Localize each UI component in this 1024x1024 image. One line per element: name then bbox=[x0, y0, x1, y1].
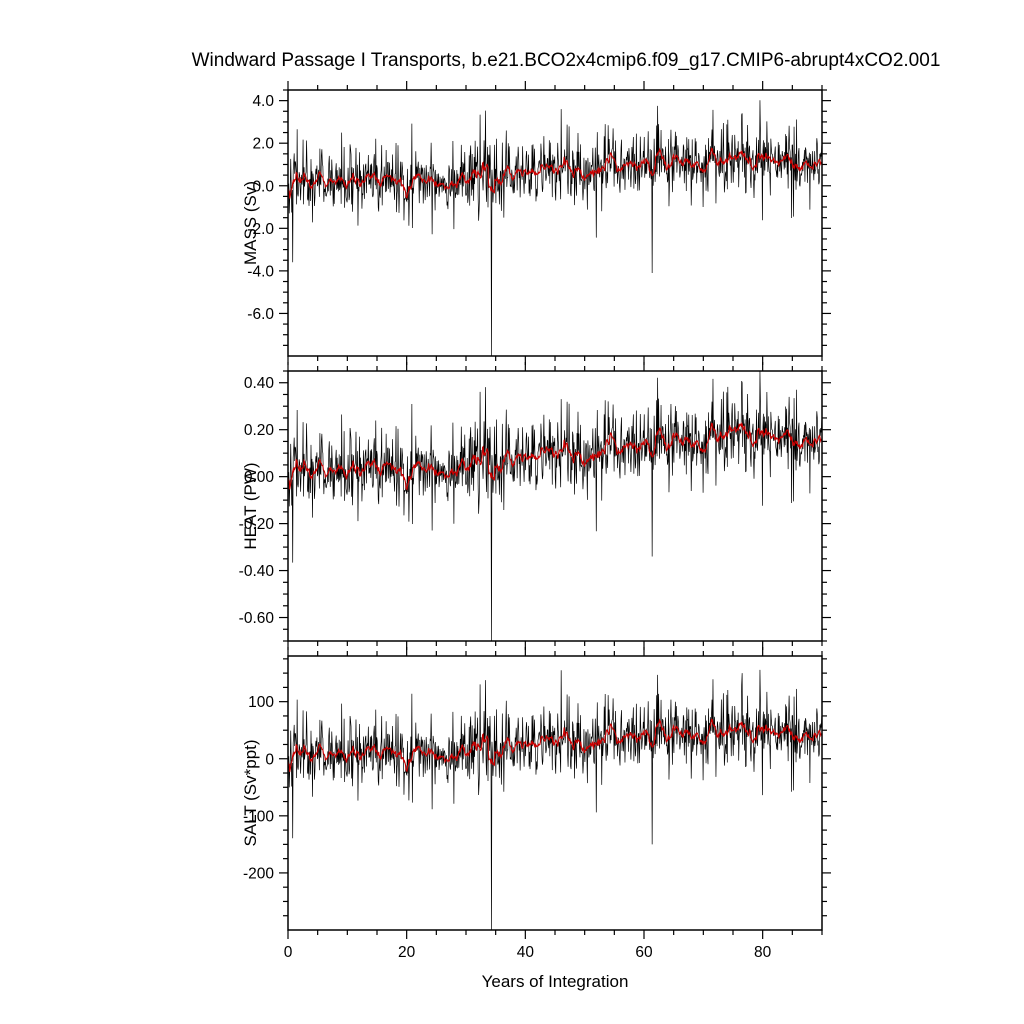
x-tick-label: 80 bbox=[754, 944, 772, 961]
x-tick-label: 40 bbox=[517, 944, 535, 961]
y-tick-label: 0.40 bbox=[244, 375, 275, 392]
tick-marks bbox=[279, 647, 831, 939]
panel-frame bbox=[287, 89, 823, 357]
annual-mean-series bbox=[287, 421, 823, 491]
y-tick-label: 0 bbox=[265, 751, 274, 768]
y-tick-label: -6.0 bbox=[247, 306, 274, 323]
y-tick-label: -4.0 bbox=[247, 263, 274, 280]
x-tick-label: 20 bbox=[398, 944, 416, 961]
y-tick-label: -200 bbox=[243, 865, 274, 882]
monthly-series bbox=[287, 669, 823, 931]
y-tick-label: 0.0 bbox=[252, 178, 274, 195]
panel-salt: 100 0 -100 -200 0 20 40 60 80 bbox=[243, 647, 831, 961]
y-tick-label: -0.40 bbox=[239, 563, 275, 580]
y-tick-label: 0.20 bbox=[244, 422, 275, 439]
y-tick-label: 100 bbox=[248, 694, 274, 711]
y-tick-label: -100 bbox=[243, 808, 274, 825]
y-tick-label: -2.0 bbox=[247, 221, 274, 238]
tick-marks bbox=[279, 81, 831, 365]
annual-mean-series bbox=[287, 718, 823, 773]
x-tick-label: 60 bbox=[635, 944, 653, 961]
panel-heat: 0.40 0.20 0.00 -0.20 -0.40 -0.60 bbox=[239, 362, 831, 650]
tick-marks bbox=[279, 362, 831, 650]
panel-mass: 4.0 2.0 0.0 -2.0 -4.0 -6.0 bbox=[247, 81, 831, 365]
panel-frame bbox=[287, 655, 823, 931]
monthly-series bbox=[287, 100, 823, 357]
annual-mean-series bbox=[287, 147, 823, 199]
y-tick-label: 0.00 bbox=[244, 469, 275, 486]
y-tick-label: 2.0 bbox=[252, 136, 274, 153]
x-tick-label: 0 bbox=[284, 944, 293, 961]
chart-title: Windward Passage I Transports, b.e21.BCO… bbox=[191, 50, 941, 71]
panel-frame bbox=[287, 370, 823, 642]
y-tick-label: 4.0 bbox=[252, 93, 274, 110]
monthly-series bbox=[287, 370, 823, 642]
y-tick-label: -0.20 bbox=[239, 516, 275, 533]
y-tick-label: -0.60 bbox=[239, 610, 275, 627]
x-axis-label: Years of Integration bbox=[481, 972, 629, 991]
